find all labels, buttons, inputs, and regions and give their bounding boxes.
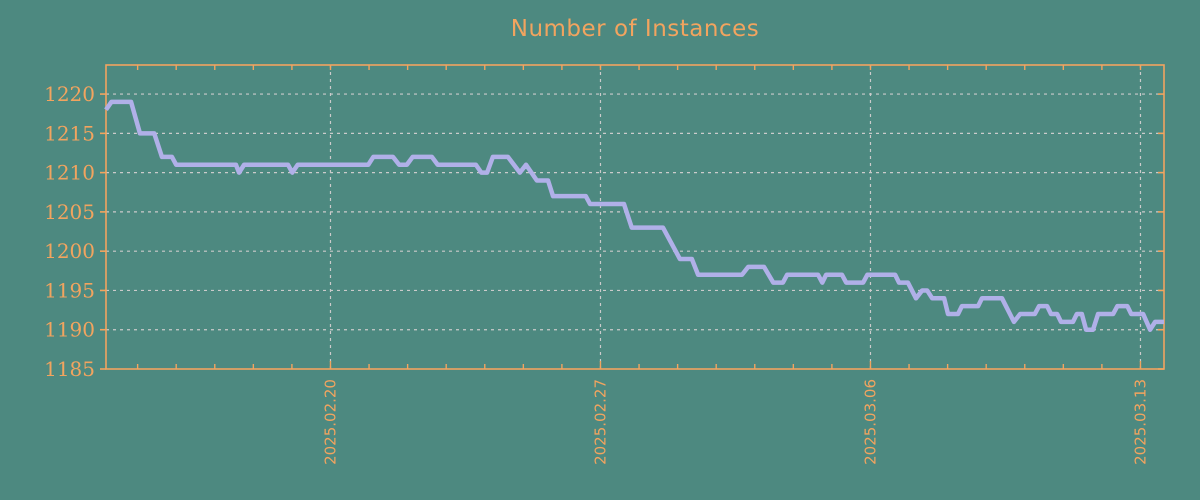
x-tick-label: 2025.02.27 bbox=[591, 379, 609, 465]
y-tick-label: 1185 bbox=[44, 357, 95, 381]
y-tick-label: 1220 bbox=[44, 82, 95, 106]
plot-border bbox=[105, 64, 1165, 370]
instances-line-series bbox=[104, 99, 1164, 332]
chart-title: Number of Instances bbox=[510, 16, 760, 42]
y-tick-label: 1205 bbox=[44, 200, 95, 224]
y-tick-label: 1215 bbox=[44, 121, 95, 145]
x-tick-label: 2025.03.06 bbox=[861, 379, 879, 465]
y-tick-label: 1195 bbox=[44, 278, 95, 302]
y-tick-label: 1190 bbox=[44, 318, 95, 342]
y-tick-label: 1210 bbox=[44, 161, 95, 185]
x-tick-label: 2025.02.20 bbox=[321, 379, 339, 465]
x-tick-label: 2025.03.13 bbox=[1131, 379, 1149, 465]
y-tick-label: 1200 bbox=[44, 239, 95, 263]
